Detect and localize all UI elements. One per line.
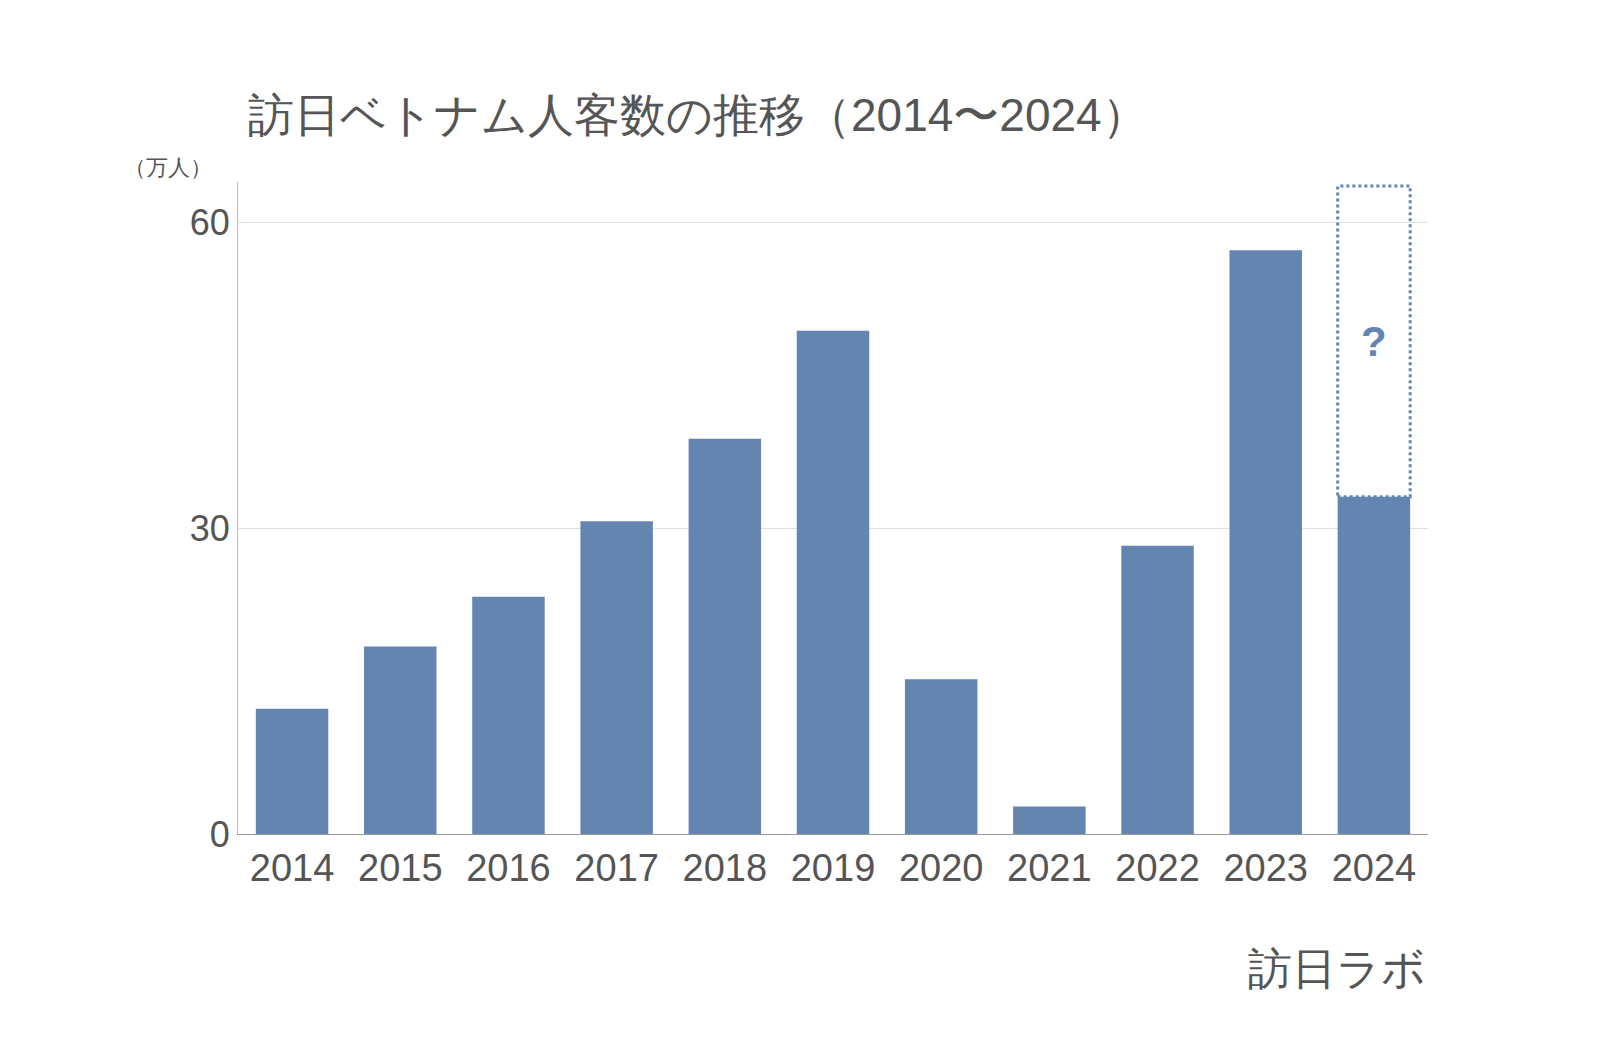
- svg-text:2020: 2020: [899, 847, 984, 889]
- svg-text:訪日ラボ: 訪日ラボ: [1248, 944, 1426, 993]
- svg-text:2014: 2014: [250, 847, 335, 889]
- svg-text:2018: 2018: [683, 847, 768, 889]
- svg-text:（万人）: （万人）: [124, 155, 212, 180]
- svg-text:2024: 2024: [1332, 847, 1417, 889]
- svg-text:訪日ベトナム人客数の推移（2014〜2024）: 訪日ベトナム人客数の推移（2014〜2024）: [248, 89, 1148, 141]
- svg-text:0: 0: [210, 814, 230, 855]
- svg-text:2015: 2015: [358, 847, 443, 889]
- svg-text:2016: 2016: [466, 847, 551, 889]
- svg-text:?: ?: [1361, 318, 1387, 365]
- svg-text:30: 30: [190, 508, 230, 549]
- svg-text:2017: 2017: [574, 847, 659, 889]
- svg-text:60: 60: [190, 202, 230, 243]
- svg-text:2022: 2022: [1115, 847, 1200, 889]
- svg-text:2021: 2021: [1007, 847, 1092, 889]
- svg-text:2019: 2019: [791, 847, 876, 889]
- svg-text:2023: 2023: [1223, 847, 1308, 889]
